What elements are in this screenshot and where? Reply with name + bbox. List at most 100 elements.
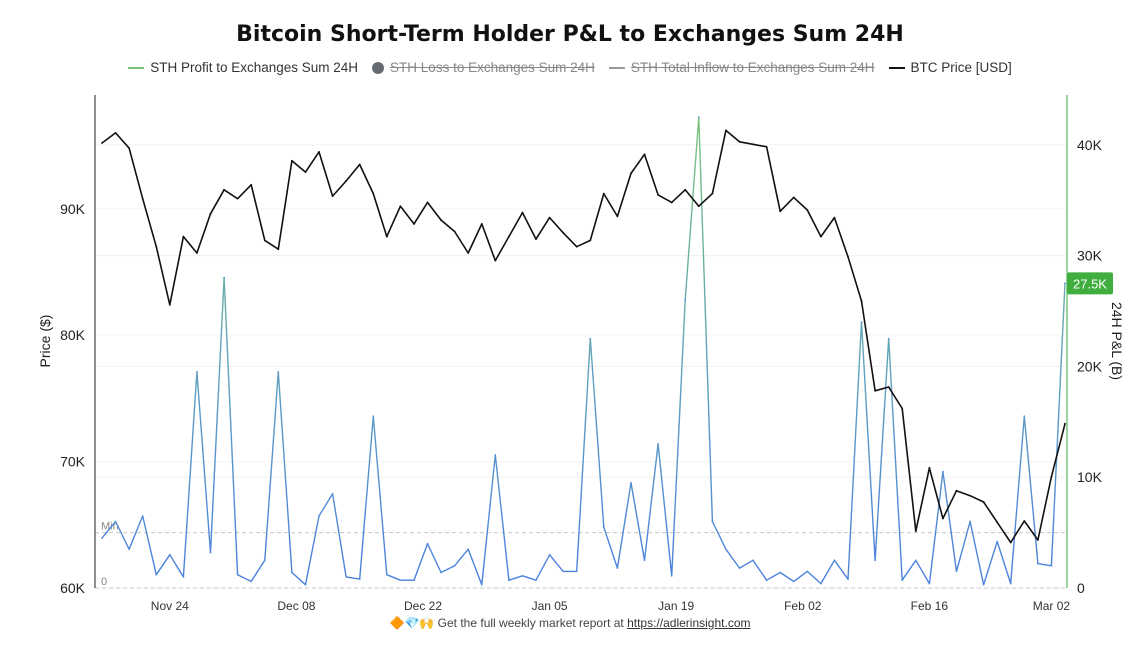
legend-item-btc-price[interactable]: BTC Price [USD]	[888, 60, 1012, 75]
series-point-btc-price	[887, 386, 890, 388]
series-point-btc-price	[1050, 475, 1053, 478]
series-point-btc-price	[833, 216, 836, 219]
series-point-sth-profit	[562, 570, 565, 573]
legend-swatch-btc-price	[888, 66, 905, 69]
series-point-sth-profit	[331, 492, 334, 495]
series-point-sth-profit	[1023, 415, 1026, 418]
series-point-sth-profit	[792, 580, 795, 583]
y-right-axis-title: 24H P&L (B)	[1109, 302, 1125, 380]
y-right-tick-label: 0	[1077, 580, 1085, 596]
series-point-sth-profit	[304, 583, 307, 586]
series-point-sth-profit	[697, 116, 700, 119]
footer: 🔶💎🙌 Get the full weekly market report at…	[0, 616, 1140, 630]
series-point-sth-profit	[114, 520, 117, 523]
series-point-btc-price	[752, 143, 754, 146]
series-point-btc-price	[860, 300, 863, 302]
chart-title: Bitcoin Short-Term Holder P&L to Exchang…	[236, 22, 904, 47]
series-point-sth-profit	[996, 540, 999, 543]
series-point-sth-profit	[1050, 564, 1053, 567]
series-point-btc-price	[508, 235, 510, 238]
series-point-btc-price	[779, 210, 782, 213]
series-point-sth-profit	[535, 579, 537, 582]
series-point-btc-price	[1064, 422, 1066, 425]
series-point-btc-price	[996, 521, 999, 524]
series-point-sth-profit	[413, 579, 415, 582]
series-layer	[101, 116, 1066, 586]
series-point-btc-price	[616, 215, 619, 218]
y-right-tick-label: 30K	[1077, 248, 1103, 264]
series-point-btc-price	[589, 239, 592, 242]
series-point-btc-price	[426, 201, 429, 204]
series-point-sth-profit	[589, 337, 592, 340]
series-point-sth-profit	[725, 548, 727, 551]
series-line-btc-price	[101, 129, 1066, 544]
series-point-btc-price	[969, 494, 971, 497]
legend-label-sth-loss: STH Loss to Exchanges Sum 24H	[390, 60, 595, 75]
series-point-btc-price	[182, 235, 185, 238]
legend-item-sth-loss[interactable]: STH Loss to Exchanges Sum 24H	[372, 60, 595, 75]
series-point-sth-profit	[196, 371, 198, 373]
y-right-tick-label: 40K	[1077, 137, 1103, 153]
legend-item-sth-profit[interactable]: STH Profit to Exchanges Sum 24H	[128, 60, 358, 75]
series-point-sth-profit	[101, 537, 103, 540]
series-point-btc-price	[942, 517, 944, 520]
series-point-btc-price	[331, 195, 334, 198]
series-point-btc-price	[670, 201, 673, 204]
series-point-sth-profit	[982, 583, 985, 586]
series-point-sth-profit	[670, 574, 673, 577]
series-point-sth-profit	[955, 570, 958, 573]
series-point-sth-profit	[209, 551, 212, 554]
series-point-sth-profit	[819, 582, 822, 585]
series-point-sth-profit	[630, 481, 632, 484]
series-line-sth-profit	[101, 116, 1066, 586]
series-point-sth-profit	[914, 559, 917, 562]
series-point-btc-price	[223, 188, 225, 191]
y-right-tick-label: 10K	[1077, 469, 1103, 485]
series-point-sth-profit	[155, 573, 158, 576]
series-point-btc-price	[982, 501, 985, 503]
series-point-btc-price	[874, 389, 877, 392]
series-point-btc-price	[155, 245, 158, 248]
series-point-btc-price	[901, 407, 904, 410]
series-point-sth-profit	[277, 371, 280, 373]
series-point-btc-price	[141, 197, 144, 200]
legend-swatch-sth-total-inflow	[608, 66, 625, 69]
series-point-sth-profit	[440, 571, 442, 574]
footer-emojis: 🔶💎🙌	[389, 616, 435, 630]
series-point-sth-profit	[969, 520, 971, 523]
series-point-sth-profit	[575, 570, 578, 573]
series-point-sth-profit	[358, 578, 361, 581]
series-point-btc-price	[304, 171, 307, 174]
series-point-sth-profit	[128, 548, 131, 551]
series-point-sth-profit	[1036, 562, 1039, 565]
x-tick-label: Jan 19	[658, 599, 694, 613]
series-point-btc-price	[196, 252, 198, 254]
series-point-btc-price	[101, 142, 103, 144]
series-point-sth-profit	[236, 573, 239, 576]
series-point-btc-price	[819, 235, 822, 238]
current-value-badge	[1067, 272, 1113, 295]
series-point-btc-price	[385, 235, 388, 238]
series-point-sth-profit	[494, 454, 497, 456]
series-point-btc-price	[955, 489, 958, 492]
legend-item-sth-total-inflow[interactable]: STH Total Inflow to Exchanges Sum 24H	[608, 60, 875, 75]
series-point-btc-price	[1009, 541, 1012, 544]
series-point-btc-price	[630, 172, 632, 175]
x-tick-label: Jan 05	[532, 599, 568, 613]
series-point-btc-price	[358, 163, 361, 166]
series-point-btc-price	[440, 219, 442, 222]
footer-link[interactable]: https://adlerinsight.com	[627, 616, 751, 630]
series-point-btc-price	[535, 238, 537, 241]
current-value-badge-text: 27.5K	[1073, 276, 1107, 291]
series-point-btc-price	[697, 205, 700, 208]
legend-label-sth-total-inflow: STH Total Inflow to Exchanges Sum 24H	[630, 60, 875, 75]
series-point-btc-price	[928, 467, 931, 469]
series-point-btc-price	[236, 197, 239, 200]
series-point-sth-profit	[1009, 582, 1012, 585]
series-point-sth-profit	[874, 559, 877, 562]
series-point-btc-price	[114, 132, 117, 134]
series-point-sth-profit	[901, 579, 904, 582]
series-point-sth-profit	[738, 567, 741, 569]
series-point-btc-price	[480, 223, 483, 225]
series-point-sth-profit	[657, 443, 659, 445]
